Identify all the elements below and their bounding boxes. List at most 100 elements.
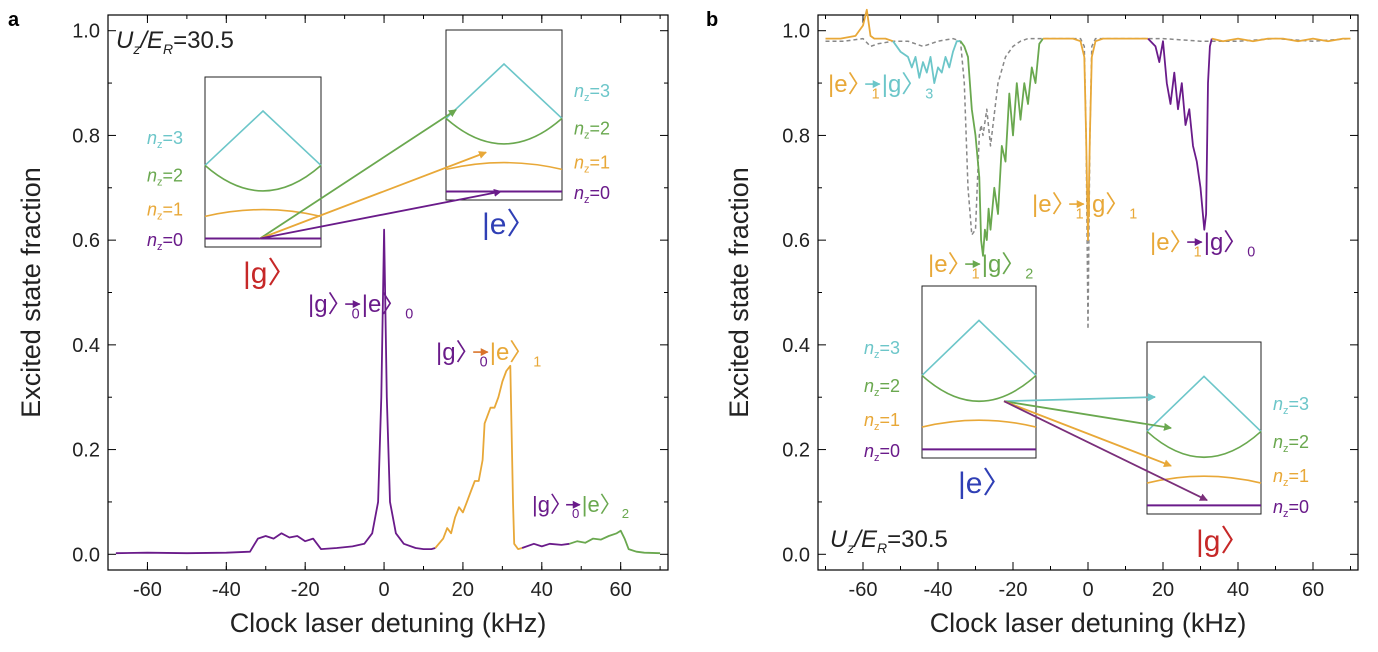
level-label-n2: nz=2 bbox=[147, 166, 183, 189]
transition-label-e1-g0: |e〉1 |g〉0 bbox=[1150, 229, 1255, 261]
x-tick-label: 40 bbox=[1227, 579, 1249, 601]
band-n3 bbox=[445, 62, 563, 119]
x-tick-label: -60 bbox=[133, 579, 162, 601]
x-tick-label: -60 bbox=[849, 579, 878, 601]
y-tick-label: 0.0 bbox=[782, 544, 810, 566]
inset-frame bbox=[921, 285, 1037, 459]
x-tick-label: -40 bbox=[924, 579, 953, 601]
transition-label-e1-g2: |e〉1 |g〉2 bbox=[928, 251, 1033, 283]
level-label-n2: nz=2 bbox=[1273, 432, 1309, 455]
y-tick-label: 0.6 bbox=[72, 230, 100, 252]
x-axis-label: Clock laser detuning (kHz) bbox=[230, 608, 547, 638]
transition-to-ket: |e〉2 bbox=[582, 492, 629, 521]
band-n1 bbox=[204, 208, 322, 218]
series-line-1 bbox=[434, 364, 523, 550]
state-label: |e〉 bbox=[958, 467, 1012, 500]
transition-from-ket: |e〉1 bbox=[1032, 191, 1084, 223]
transition-label-e1-g1: |e〉1 |g〉1 bbox=[1032, 191, 1137, 223]
band-n2 bbox=[445, 117, 563, 145]
transition-to-ket: |g〉1 bbox=[1086, 191, 1138, 223]
arrow-to-n1 bbox=[1003, 400, 1172, 468]
level-label-n2: nz=2 bbox=[574, 119, 610, 142]
transition-label-g0-e1: |g〉0 |e〉1 bbox=[436, 339, 541, 371]
transition-to-ket: |e〉0 bbox=[362, 291, 414, 323]
band-n3 bbox=[921, 319, 1037, 377]
transition-from-ket: |g〉0 bbox=[308, 291, 360, 323]
arrow-to-n0 bbox=[259, 188, 502, 240]
band-n2 bbox=[1146, 430, 1262, 459]
arrow-to-n2 bbox=[1003, 400, 1172, 431]
state-label: |g〉 bbox=[243, 257, 297, 290]
level-label-n1: nz=1 bbox=[574, 153, 610, 176]
series-line-1 bbox=[825, 8, 894, 43]
transition-to-ket: |g〉3 bbox=[882, 71, 934, 103]
panel-letter: a bbox=[8, 9, 20, 31]
transition-from-ket: |e〉1 bbox=[928, 251, 980, 283]
transition-from-ket: |e〉1 bbox=[828, 71, 880, 103]
level-label-n0: nz=0 bbox=[864, 441, 900, 464]
band-n1 bbox=[921, 419, 1037, 428]
level-label-n2: nz=2 bbox=[864, 376, 900, 399]
inset-frame bbox=[204, 76, 322, 248]
x-tick-label: 60 bbox=[610, 579, 632, 601]
level-label-n3: nz=3 bbox=[574, 81, 610, 104]
level-label-n0: nz=0 bbox=[147, 230, 183, 253]
level-label-n1: nz=1 bbox=[147, 200, 183, 223]
y-tick-label: 0.0 bbox=[72, 544, 100, 566]
series-line-4 bbox=[1043, 37, 1148, 242]
series-line-2 bbox=[521, 542, 570, 549]
transition-to-ket: |e〉1 bbox=[490, 339, 542, 371]
band-n3 bbox=[204, 109, 322, 166]
level-label-n3: nz=3 bbox=[147, 128, 183, 151]
level-label-n0: nz=0 bbox=[574, 183, 610, 206]
y-tick-label: 0.6 bbox=[782, 230, 810, 252]
y-tick-label: 0.4 bbox=[782, 335, 810, 357]
y-tick-label: 0.2 bbox=[782, 440, 810, 462]
inset-ground: nz=3 nz=2 nz=1 nz=0 |g〉 bbox=[1146, 341, 1309, 558]
series-line-6 bbox=[1211, 37, 1351, 43]
x-tick-label: -40 bbox=[212, 579, 241, 601]
panel-letter: b bbox=[706, 9, 718, 31]
x-tick-label: 20 bbox=[1152, 579, 1174, 601]
x-tick-label: -20 bbox=[999, 579, 1028, 601]
panel-a: a -60 -40 -20 0 20 40 60 0.0 0.2 0.4 0.6 0.8 1.0 Clock… bbox=[8, 9, 669, 638]
band-n1 bbox=[1146, 475, 1262, 484]
inset-excited: nz=3 nz=2 nz=1 nz=0 |e〉 bbox=[445, 29, 610, 241]
series-line-0 bbox=[115, 228, 436, 555]
arrow-to-n1 bbox=[259, 151, 487, 240]
y-tick-label: 1.0 bbox=[72, 21, 100, 43]
transition-label-g0-e2: |g〉0 |e〉2 bbox=[532, 492, 629, 521]
x-tick-label: 0 bbox=[1082, 579, 1093, 601]
y-axis-label: Excited state fraction bbox=[16, 167, 46, 418]
y-axis-label: Excited state fraction bbox=[724, 167, 754, 418]
state-label: |e〉 bbox=[482, 208, 536, 241]
inset-excited: nz=3 nz=2 nz=1 nz=0 |e〉 bbox=[864, 285, 1037, 500]
panel-b: b -60 -40 -20 0 20 40 60 0.0 0.2 0.4 0.6 0.8 1.0 Clock… bbox=[706, 8, 1359, 638]
y-tick-label: 1.0 bbox=[782, 21, 810, 43]
arrow-to-n3 bbox=[1003, 393, 1156, 403]
arrow-to-n0 bbox=[1003, 400, 1208, 502]
x-tick-label: 40 bbox=[531, 579, 553, 601]
parameter-label: Uz/ER=30.5 bbox=[830, 526, 948, 556]
series-line-3 bbox=[569, 529, 661, 555]
level-label-n1: nz=1 bbox=[864, 410, 900, 433]
transition-to-ket: |g〉2 bbox=[982, 251, 1034, 283]
parameter-label: Uz/ER=30.5 bbox=[116, 27, 234, 57]
inset-frame bbox=[445, 29, 563, 201]
transition-from-ket: |g〉0 bbox=[436, 339, 488, 371]
transition-to-ket: |g〉0 bbox=[1204, 229, 1256, 261]
transition-from-ket: |e〉1 bbox=[1150, 229, 1202, 261]
transition-label-g0-e0: |g〉0 |e〉0 bbox=[308, 291, 413, 323]
x-tick-label: 60 bbox=[1302, 579, 1324, 601]
x-tick-label: 0 bbox=[378, 579, 389, 601]
y-tick-label: 0.8 bbox=[72, 125, 100, 147]
series-line-2 bbox=[892, 40, 961, 84]
inset-frame bbox=[1146, 341, 1262, 515]
level-label-n3: nz=3 bbox=[1273, 394, 1309, 417]
y-tick-label: 0.4 bbox=[72, 335, 100, 357]
band-n3 bbox=[1146, 375, 1262, 433]
inset-ground: nz=3 nz=2 nz=1 nz=0 |g〉 bbox=[147, 76, 322, 290]
level-label-n0: nz=0 bbox=[1273, 497, 1309, 520]
series-line-3 bbox=[959, 38, 1044, 257]
